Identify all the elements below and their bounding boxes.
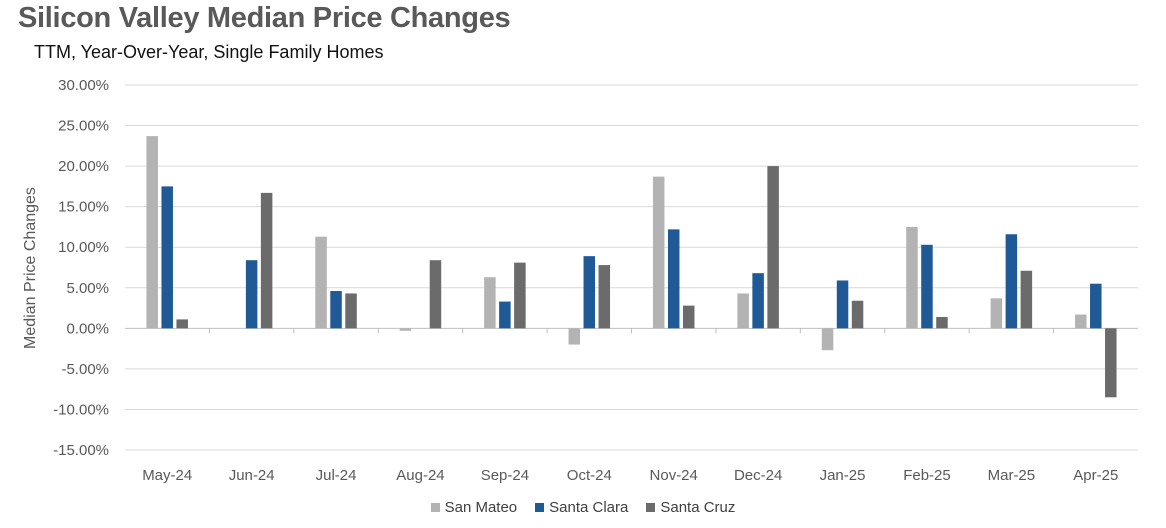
legend-item-san-mateo: San Mateo	[430, 499, 518, 516]
bar-santa-clara	[921, 244, 933, 329]
bar-santa-cruz	[260, 192, 273, 329]
bar-santa-cruz	[1020, 270, 1033, 329]
bar-santa-cruz	[767, 166, 779, 329]
legend-label-santa-cruz: Santa Cruz	[660, 499, 736, 516]
x-tick-label: Jan-25	[820, 467, 866, 484]
bar-santa-cruz	[1105, 328, 1117, 398]
y-tick-label: 10.00%	[58, 239, 109, 256]
x-tick-label: Oct-24	[567, 467, 612, 484]
legend-label-san-mateo: San Mateo	[444, 499, 518, 516]
bar-san-mateo	[146, 136, 158, 329]
legend: San Mateo Santa Clara Santa Cruz	[0, 499, 1166, 516]
bar-santa-cruz	[598, 265, 611, 329]
bar-santa-cruz	[514, 262, 526, 329]
y-tick-label: 20.00%	[58, 158, 109, 175]
bar-santa-cruz	[176, 319, 188, 329]
x-tick-label: Jul-24	[316, 467, 357, 484]
y-tick-label: 25.00%	[58, 118, 109, 135]
bar-santa-cruz	[851, 300, 864, 329]
bar-santa-clara	[161, 186, 173, 329]
bar-san-mateo	[399, 328, 412, 331]
bar-santa-cruz	[345, 293, 357, 329]
legend-label-santa-clara: Santa Clara	[549, 499, 629, 516]
legend-swatch-santa-cruz	[646, 503, 656, 512]
bar-santa-clara	[1090, 283, 1102, 329]
bar-santa-clara	[330, 291, 342, 329]
x-tick-label: Jun-24	[229, 467, 275, 484]
bar-san-mateo	[484, 277, 496, 329]
bar-santa-clara	[499, 301, 511, 329]
x-tick-label: Aug-24	[396, 467, 444, 484]
x-tick-label: Mar-25	[988, 467, 1036, 484]
bar-santa-cruz	[936, 316, 948, 329]
bar-san-mateo	[1075, 314, 1087, 329]
x-tick-label: Sep-24	[481, 467, 529, 484]
bar-santa-clara	[836, 280, 849, 329]
bar-santa-cruz	[429, 260, 442, 329]
bar-santa-clara	[1005, 234, 1018, 329]
y-tick-label: 5.00%	[66, 280, 109, 297]
x-tick-label: Dec-24	[734, 467, 782, 484]
bar-san-mateo	[568, 328, 581, 345]
bar-san-mateo	[906, 226, 918, 329]
y-tick-label: -5.00%	[61, 361, 109, 378]
legend-swatch-san-mateo	[430, 503, 440, 512]
bar-san-mateo	[821, 328, 834, 351]
bar-san-mateo	[315, 236, 327, 329]
x-tick-label: Feb-25	[903, 467, 951, 484]
bar-santa-clara	[667, 229, 680, 329]
y-tick-label: -10.00%	[53, 401, 109, 418]
bar-santa-clara	[752, 273, 764, 329]
y-tick-label: 0.00%	[66, 320, 109, 337]
chart-title: Silicon Valley Median Price Changes	[18, 2, 511, 34]
bar-san-mateo	[652, 176, 665, 329]
x-tick-label: May-24	[142, 467, 192, 484]
bar-santa-clara	[583, 256, 596, 329]
bar-santa-cruz	[682, 305, 695, 329]
bar-san-mateo	[737, 293, 749, 329]
bar-santa-clara	[245, 260, 258, 329]
x-tick-label: Apr-25	[1073, 467, 1118, 484]
y-tick-label: -15.00%	[53, 442, 109, 459]
legend-item-santa-cruz: Santa Cruz	[646, 499, 735, 516]
y-tick-label: 30.00%	[58, 77, 109, 94]
x-tick-label: Nov-24	[650, 467, 698, 484]
bar-san-mateo	[990, 298, 1003, 329]
chart-subtitle: TTM, Year-Over-Year, Single Family Homes	[34, 42, 384, 62]
legend-swatch-santa-clara	[535, 503, 545, 512]
legend-item-santa-clara: Santa Clara	[535, 499, 628, 516]
y-tick-label: 15.00%	[58, 199, 109, 216]
